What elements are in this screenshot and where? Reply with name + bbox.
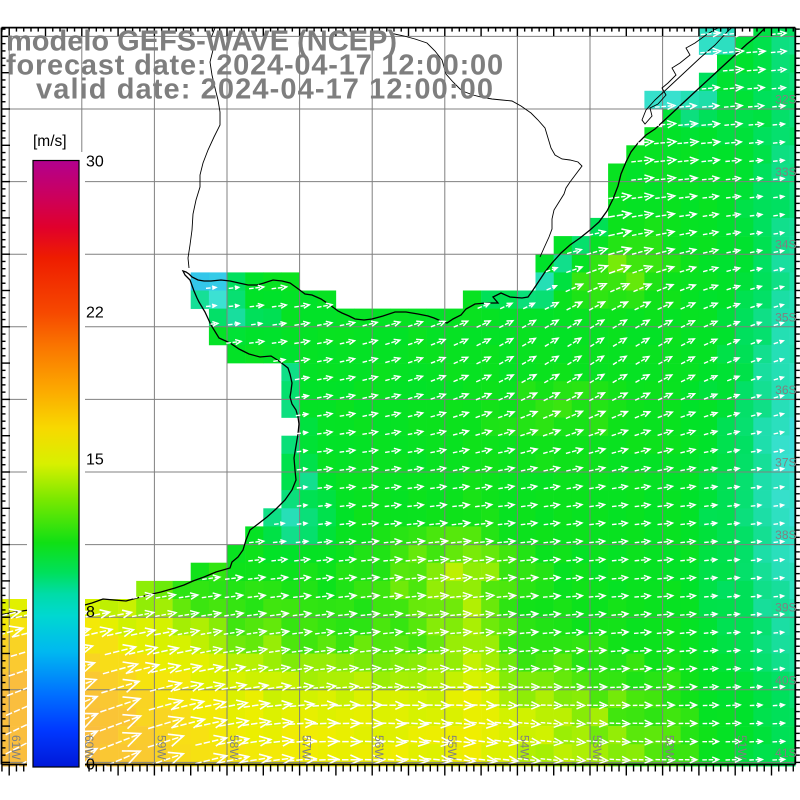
svg-text:32S: 32S [775, 93, 796, 107]
svg-text:39S: 39S [775, 601, 796, 615]
svg-text:56W: 56W [372, 735, 386, 760]
svg-text:58W: 58W [227, 735, 241, 760]
svg-text:59W: 59W [154, 735, 168, 760]
svg-text:61W: 61W [9, 735, 23, 760]
svg-text:36S: 36S [775, 383, 796, 397]
svg-text:22: 22 [86, 305, 104, 322]
svg-text:57W: 57W [300, 735, 314, 760]
svg-text:53W: 53W [590, 735, 604, 760]
svg-text:41S: 41S [775, 746, 796, 760]
svg-text:37S: 37S [775, 456, 796, 470]
svg-text:34S: 34S [775, 238, 796, 252]
svg-text:38S: 38S [775, 528, 796, 542]
svg-text:33S: 33S [775, 165, 796, 179]
svg-text:forecast date: 2024-04-17 12:0: forecast date: 2024-04-17 12:00:00 [6, 50, 504, 82]
svg-text:52W: 52W [663, 735, 677, 760]
svg-text:0: 0 [86, 757, 95, 774]
svg-text:15: 15 [86, 452, 104, 469]
svg-text:modelo GEFS-WAVE (NCEP): modelo GEFS-WAVE (NCEP) [6, 26, 397, 58]
svg-text:35S: 35S [775, 310, 796, 324]
svg-text:51W: 51W [735, 735, 749, 760]
svg-text:8: 8 [86, 604, 95, 621]
svg-text:[m/s]: [m/s] [33, 133, 67, 150]
svg-text:30: 30 [86, 154, 104, 171]
svg-text:60W: 60W [82, 735, 96, 760]
svg-text:valid date: 2024-04-17 12:00:0: valid date: 2024-04-17 12:00:00 [36, 74, 494, 106]
svg-text:54W: 54W [517, 735, 531, 760]
svg-text:40S: 40S [775, 673, 796, 687]
svg-text:55W: 55W [445, 735, 459, 760]
